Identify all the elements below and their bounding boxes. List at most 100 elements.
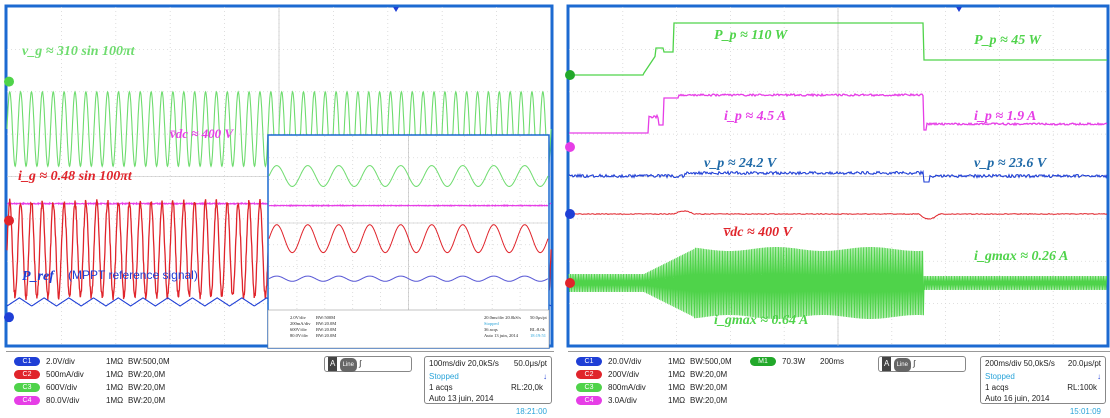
svg-text:200mA/div: 200mA/div xyxy=(290,321,311,326)
acq-state: Stopped xyxy=(429,372,459,381)
ch4-badge[interactable]: C4 xyxy=(14,396,40,405)
svg-text:20.0ms/div 20.0kS/s: 20.0ms/div 20.0kS/s xyxy=(484,315,521,320)
r-ch3-bandwidth: BW:20,0M xyxy=(690,383,727,392)
ch1-scale: 2.0V/div xyxy=(46,355,106,368)
svg-text:50.0μs/pt: 50.0μs/pt xyxy=(530,315,548,320)
right-trigger-box[interactable]: A Line ∫ xyxy=(878,356,966,372)
svg-text:2.0V/div: 2.0V/div xyxy=(290,315,307,320)
r-ch1-bandwidth: BW:500,0M xyxy=(690,355,750,368)
acq-time: 18:21:00 xyxy=(516,405,547,418)
r-marker-ch1[interactable] xyxy=(565,209,575,219)
label-vdc-right: v̅dc ≈ 400 V xyxy=(723,225,793,240)
label-ip-19: i_p ≈ 1.9 A xyxy=(974,109,1036,124)
record-length: RL:20,0k xyxy=(511,381,543,394)
right-timebase-box[interactable]: 200ms/div 50,0kS/s 20.0μs/pt Stopped ↓ 1 a… xyxy=(980,356,1106,404)
marker-ch3[interactable] xyxy=(4,77,14,87)
svg-text:Stopped: Stopped xyxy=(484,321,500,326)
r-ch1-badge[interactable]: C1 xyxy=(576,357,602,366)
r-ch2-impedance: 1MΩ xyxy=(668,368,690,381)
r-ch4-scale: 3.0A/div xyxy=(608,394,668,407)
ch3-impedance: 1MΩ xyxy=(106,381,128,394)
ch1-impedance: 1MΩ xyxy=(106,355,128,368)
r-ch4-bandwidth: BW:20,0M xyxy=(690,396,727,405)
r-acq-date: Auto 16 juin, 2014 xyxy=(985,394,1050,403)
label-ig: i_g ≈ 0.48 sin 100πt xyxy=(18,169,133,184)
left-trigger-box[interactable]: A Line ∫ xyxy=(324,356,412,372)
r-ch3-badge[interactable]: C3 xyxy=(576,383,602,392)
ch1-bandwidth: BW:500,0M xyxy=(128,357,170,366)
math-badge[interactable]: M1 xyxy=(750,357,776,366)
svg-text:BW:20.0M: BW:20.0M xyxy=(316,327,336,332)
marker-ch1[interactable] xyxy=(4,312,14,322)
svg-text:600V/div: 600V/div xyxy=(290,327,308,332)
r-ch2-bandwidth: BW:20,0M xyxy=(690,370,727,379)
right-status-bar: C1 20.0V/div 1MΩ BW:500,0M M1 70.3W 200ms C2 20… xyxy=(568,351,1110,408)
acq-count: 1 acqs xyxy=(429,383,453,392)
timebase-readout: 100ms/div 20,0kS/s xyxy=(429,359,499,368)
r-ch4-impedance: 1MΩ xyxy=(668,394,690,407)
label-pp-110: P_p ≈ 110 W xyxy=(714,28,789,43)
math-value: 70.3W xyxy=(782,355,820,368)
svg-text:18:19:51: 18:19:51 xyxy=(530,333,546,338)
r-ch1-impedance: 1MΩ xyxy=(668,355,690,368)
right-oscilloscope-plot: P_p ≈ 110 W P_p ≈ 45 W i_p ≈ 4.5 A i_p ≈… xyxy=(564,0,1110,352)
inset-trace-1 xyxy=(269,205,548,206)
acq-date: Auto 13 juin, 2014 xyxy=(429,394,494,403)
r-ch1-scale: 20.0V/div xyxy=(608,355,668,368)
r-marker-ch3[interactable] xyxy=(565,278,575,288)
ch4-scale: 80.0V/div xyxy=(46,394,106,407)
svg-text:BW:20.0M: BW:20.0M xyxy=(316,333,336,338)
svg-text:BW:20.0M: BW:20.0M xyxy=(316,321,336,326)
r-rising-edge-icon: ∫ xyxy=(913,359,915,368)
trigger-source: A xyxy=(328,357,337,371)
label-vg: v_g ≈ 310 sin 100πt xyxy=(22,44,136,59)
ch2-badge[interactable]: C2 xyxy=(14,370,40,379)
math-time: 200ms xyxy=(820,357,844,366)
label-vdc: v̅dc ≈ 400 V xyxy=(169,126,234,141)
r-ch2-scale: 200V/div xyxy=(608,368,668,381)
trigger-mode: Line xyxy=(340,358,357,372)
r-trigger-source: A xyxy=(882,357,891,371)
label-igmax-026: i_gmax ≈ 0.26 A xyxy=(974,249,1068,264)
label-igmax-064: i_gmax ≈ 0.64 A xyxy=(714,313,808,328)
label-ip-45: i_p ≈ 4.5 A xyxy=(724,109,786,124)
r-ch2-badge[interactable]: C2 xyxy=(576,370,602,379)
svg-text:RL:8.0k: RL:8.0k xyxy=(530,327,546,332)
arrow-down-icon: ↓ xyxy=(543,370,547,383)
svg-text:BW:500M: BW:500M xyxy=(316,315,335,320)
r-ch4-badge[interactable]: C4 xyxy=(576,396,602,405)
r-ch3-scale: 800mA/div xyxy=(608,381,668,394)
ch2-impedance: 1MΩ xyxy=(106,368,128,381)
left-timebase-box[interactable]: 100ms/div 20,0kS/s 50.0μs/pt Stopped ↓ 1 a… xyxy=(424,356,552,404)
left-status-bar: C1 2.0V/div 1MΩ BW:500,0M C2 500mA/div 1MΩ BW:… xyxy=(6,351,554,408)
ch4-bandwidth: BW:20,0M xyxy=(128,396,165,405)
r-trigger-mode: Line xyxy=(894,358,911,372)
ch3-badge[interactable]: C3 xyxy=(14,383,40,392)
r-acq-time: 15:01:09 xyxy=(1070,405,1101,418)
r-arrow-down-icon: ↓ xyxy=(1097,370,1101,383)
r-marker-ch4[interactable] xyxy=(565,142,575,152)
r-timebase-readout: 200ms/div 50,0kS/s xyxy=(985,359,1055,368)
ch2-scale: 500mA/div xyxy=(46,368,106,381)
ch4-impedance: 1MΩ xyxy=(106,394,128,407)
left-oscilloscope-plot: v_g ≈ 310 sin 100πt v̅dc ≈ 400 V i_g ≈ 0… xyxy=(0,0,556,352)
label-pp-45: P_p ≈ 45 W xyxy=(974,33,1042,48)
marker-ch2[interactable] xyxy=(4,216,14,226)
label-pref-suffix: (MPPT reference signal) xyxy=(68,268,198,282)
label-pref: P_ref xyxy=(22,269,55,284)
svg-text:36 acqs: 36 acqs xyxy=(484,327,498,332)
r-acq-count: 1 acqs xyxy=(985,383,1009,392)
svg-text:80.0V/div: 80.0V/div xyxy=(290,333,309,338)
r-acq-state: Stopped xyxy=(985,372,1015,381)
ch3-bandwidth: BW:20,0M xyxy=(128,383,165,392)
label-vp-236: v_p ≈ 23.6 V xyxy=(974,156,1048,171)
sample-interval: 50.0μs/pt xyxy=(514,357,547,370)
rising-edge-icon: ∫ xyxy=(359,359,361,368)
r-marker-chM1[interactable] xyxy=(565,70,575,80)
r-ch3-impedance: 1MΩ xyxy=(668,381,690,394)
ch3-scale: 600V/div xyxy=(46,381,106,394)
r-sample-interval: 20.0μs/pt xyxy=(1068,357,1101,370)
ch2-bandwidth: BW:20,0M xyxy=(128,370,165,379)
ch1-badge[interactable]: C1 xyxy=(14,357,40,366)
label-vp-242: v_p ≈ 24.2 V xyxy=(704,156,778,171)
